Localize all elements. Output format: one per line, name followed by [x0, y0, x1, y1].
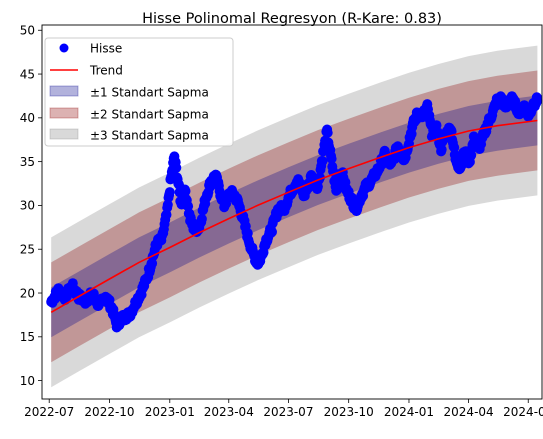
legend-label-hisse: Hisse [90, 42, 122, 56]
data-point [180, 186, 191, 197]
y-tick-label: 40 [20, 111, 35, 125]
y-axis: 10 15 20 25 30 35 40 45 50 [20, 24, 42, 388]
data-point [171, 162, 182, 173]
chart-title: Hisse Polinomal Regresyon (R-Kare: 0.83) [142, 11, 442, 27]
legend-entry-trend: Trend [50, 64, 123, 78]
data-point [196, 213, 207, 224]
std-band-1 [51, 95, 538, 338]
legend-entry-band-2: ±2 Standart Sapma [49, 107, 209, 122]
legend-marker-hisse [59, 43, 69, 53]
legend: Hisse Trend ±1 Standart Sapma ±2 Standar… [44, 37, 234, 147]
legend-box [44, 37, 234, 147]
data-points [46, 91, 543, 333]
x-tick-label: 2024-07 [503, 405, 543, 419]
y-tick-label: 20 [20, 286, 35, 300]
std-bands [51, 45, 538, 388]
y-tick-label: 15 [20, 330, 35, 344]
trend-line [50, 119, 538, 313]
x-tick-label: 2024-01 [384, 405, 434, 419]
data-point [449, 142, 460, 153]
legend-entry-hisse: Hisse [59, 42, 122, 56]
x-tick-label: 2023-04 [204, 405, 254, 419]
legend-label-band-1: ±1 Standart Sapma [90, 86, 209, 100]
data-point [322, 127, 333, 138]
trend-layer [50, 119, 538, 313]
legend-patch-band-2 [49, 107, 79, 119]
x-tick-label: 2023-10 [324, 405, 374, 419]
y-tick-label: 45 [20, 67, 35, 81]
data-point [267, 226, 277, 237]
data-point [162, 199, 173, 210]
data-point [532, 95, 543, 106]
x-tick-label: 2023-01 [145, 405, 195, 419]
legend-entry-band-3: ±3 Standart Sapma [49, 128, 209, 143]
std-band-2 [51, 70, 538, 363]
x-tick-label: 2023-07 [263, 405, 313, 419]
x-tick-label: 2022-07 [24, 405, 74, 419]
legend-label-trend: Trend [89, 64, 123, 78]
plot-frame [41, 24, 543, 400]
legend-label-band-3: ±3 Standart Sapma [90, 129, 209, 143]
data-point [326, 153, 337, 164]
data-point [436, 144, 447, 155]
data-point [317, 156, 328, 167]
y-tick-label: 10 [20, 374, 35, 388]
legend-patch-band-1 [49, 85, 79, 97]
std-band-3 [51, 45, 538, 388]
y-tick-label: 30 [20, 199, 35, 213]
legend-entry-band-1: ±1 Standart Sapma [49, 85, 209, 100]
data-point [446, 126, 457, 137]
y-tick-label: 35 [20, 155, 35, 169]
x-tick-label: 2022-10 [84, 405, 134, 419]
y-tick-label: 25 [20, 243, 35, 257]
data-point [164, 187, 175, 198]
x-tick-label: 2024-04 [444, 405, 494, 419]
x-axis: 2022-07 2022-10 2023-01 2023-04 2023-07 2023-… [24, 399, 543, 419]
legend-label-band-2: ±2 Standart Sapma [90, 108, 209, 122]
legend-patch-band-3 [49, 128, 79, 140]
y-tick-label: 50 [20, 24, 35, 38]
